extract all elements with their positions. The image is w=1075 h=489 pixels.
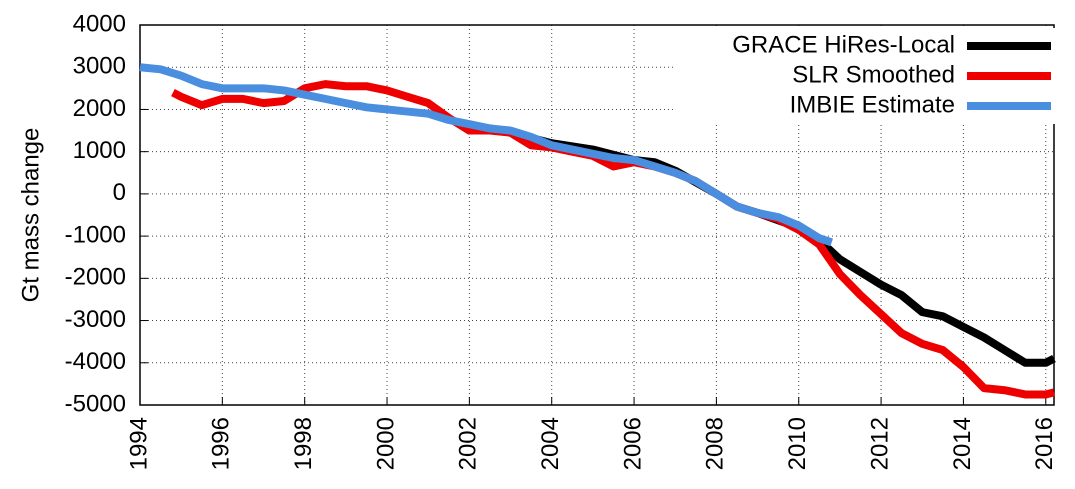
x-tick-label: 2008 <box>702 417 729 470</box>
x-tick-label: 2014 <box>949 417 976 470</box>
y-tick-label: -3000 <box>65 306 126 333</box>
x-tick-label: 2016 <box>1031 417 1058 470</box>
legend-label: SLR Smoothed <box>792 61 955 88</box>
y-tick-label: 0 <box>113 179 126 206</box>
plot-frame <box>139 24 1055 406</box>
x-tick-label: 2010 <box>784 417 811 470</box>
x-tick-label: 1996 <box>208 417 235 470</box>
y-tick-label: -1000 <box>65 221 126 248</box>
y-tick-label: 3000 <box>73 53 126 80</box>
series-line <box>139 63 833 247</box>
y-tick-label: 2000 <box>73 95 126 122</box>
legend-label: IMBIE Estimate <box>790 91 955 118</box>
x-tick-label: 2002 <box>455 417 482 470</box>
x-tick-label: 1994 <box>125 417 152 470</box>
series-line <box>171 80 1055 399</box>
y-axis-label: Gt mass change <box>17 128 44 303</box>
x-tick-label: 2006 <box>619 417 646 470</box>
y-tick-label: -4000 <box>65 348 126 375</box>
x-tick-label: 2004 <box>537 417 564 470</box>
x-tick-label: 1998 <box>290 417 317 470</box>
x-tick-label: 2000 <box>372 417 399 470</box>
y-tick-label: -5000 <box>65 390 126 417</box>
series-line <box>489 124 1056 367</box>
legend-label: GRACE HiRes-Local <box>732 31 955 58</box>
x-tick-label: 2012 <box>866 417 893 470</box>
y-tick-label: -2000 <box>65 264 126 291</box>
y-tick-label: 1000 <box>73 137 126 164</box>
y-tick-label: 4000 <box>73 10 126 37</box>
